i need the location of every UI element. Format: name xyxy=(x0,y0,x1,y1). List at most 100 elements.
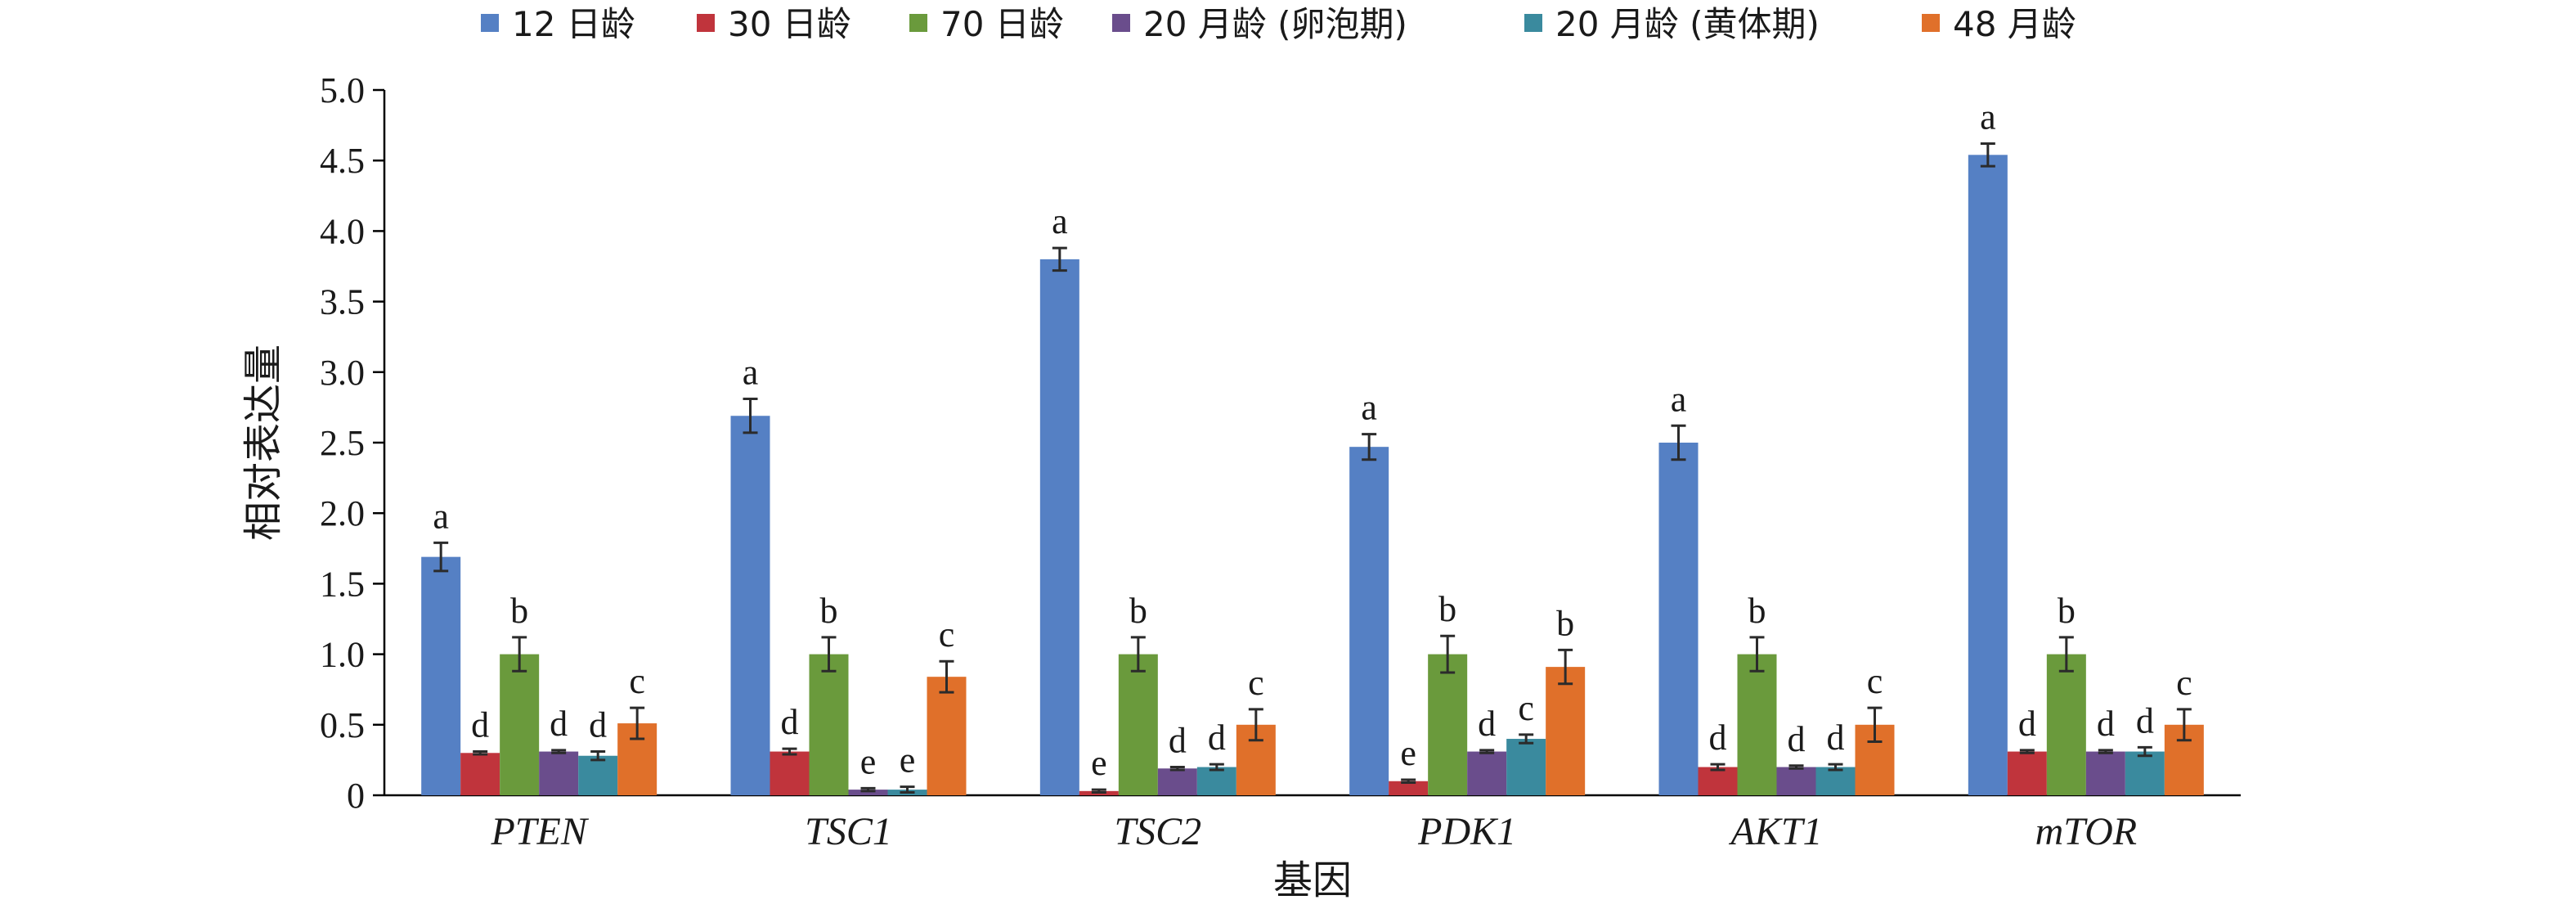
significance-label: e xyxy=(860,741,877,781)
significance-label: c xyxy=(1867,661,1883,701)
y-tick-label: 0.5 xyxy=(320,705,365,745)
y-tick-label: 0 xyxy=(347,776,365,816)
legend-swatch xyxy=(1524,14,1542,32)
significance-label: d xyxy=(589,705,607,745)
y-tick-label: 1.5 xyxy=(320,564,365,604)
bar xyxy=(500,654,540,795)
significance-label: b xyxy=(1129,591,1147,631)
significance-label: b xyxy=(510,591,528,631)
bar xyxy=(730,416,770,795)
bar xyxy=(1698,767,1738,795)
significance-label: a xyxy=(1980,97,1996,137)
bar xyxy=(770,751,810,795)
y-axis: 0 0.5 1.0 1.5 2.0 2.5 3.0 3.5 4.0 4.5 5.0 xyxy=(320,70,386,816)
y-tick-label: 4.5 xyxy=(320,141,365,181)
bar xyxy=(927,677,967,795)
x-tick-label: PDK1 xyxy=(1417,810,1516,853)
significance-label: b xyxy=(1438,589,1456,629)
y-tick-label: 3.0 xyxy=(320,353,365,393)
legend-swatch xyxy=(1112,14,1130,32)
bar xyxy=(1039,259,1079,795)
significance-label: d xyxy=(550,704,568,744)
bar xyxy=(1737,654,1777,795)
significance-label: d xyxy=(2018,704,2036,744)
significance-label: d xyxy=(781,702,799,742)
y-tick-label: 2.0 xyxy=(320,493,365,533)
legend: 12 日龄 30 日龄 70 日龄 20 月龄 (卵泡期) 20 月龄 (黄体期) 48 … xyxy=(481,4,2076,44)
legend-swatch xyxy=(697,14,715,32)
x-axis: PTEN TSC1 TSC2 PDK1 AKT1 mTOR xyxy=(384,794,2241,853)
significance-label: d xyxy=(1169,721,1187,761)
significance-label: c xyxy=(939,614,955,655)
bar xyxy=(1506,739,1546,795)
bar xyxy=(2125,751,2165,795)
bar xyxy=(539,751,579,795)
significance-label: b xyxy=(820,591,838,631)
y-tick-label: 5.0 xyxy=(320,70,365,110)
bar xyxy=(809,654,849,795)
significance-label: e xyxy=(1091,743,1107,783)
bar xyxy=(2007,751,2047,795)
bar xyxy=(1428,654,1468,795)
x-axis-title: 基因 xyxy=(1273,857,1352,900)
bar xyxy=(1776,767,1816,795)
bar xyxy=(848,790,888,795)
legend-label: 30 日龄 xyxy=(728,4,851,44)
bar xyxy=(1349,447,1389,795)
significance-label: a xyxy=(1052,201,1068,241)
significance-label: d xyxy=(1478,704,1496,744)
legend-swatch xyxy=(481,14,499,32)
significance-label: b xyxy=(1748,591,1766,631)
significance-label: e xyxy=(1400,733,1416,773)
bar xyxy=(460,753,500,795)
significance-label: a xyxy=(1671,379,1687,419)
legend-swatch xyxy=(1922,14,1940,32)
legend-label: 48 月龄 xyxy=(1953,4,2076,44)
legend-label: 12 日龄 xyxy=(512,4,635,44)
significance-label: c xyxy=(629,661,645,701)
bar xyxy=(578,755,618,795)
y-tick-label: 2.5 xyxy=(320,423,365,463)
significance-label: a xyxy=(433,496,449,536)
bar xyxy=(421,556,461,795)
bar xyxy=(1815,767,1856,795)
y-tick-label: 1.0 xyxy=(320,635,365,675)
bar xyxy=(1546,667,1586,795)
significance-label: d xyxy=(1827,718,1845,758)
y-tick-label: 4.0 xyxy=(320,211,365,251)
significance-label: d xyxy=(1208,718,1226,758)
bar xyxy=(1658,443,1699,795)
legend-swatch xyxy=(909,14,927,32)
significance-label: d xyxy=(1709,718,1727,758)
bar xyxy=(2046,654,2086,795)
y-tick-label: 3.5 xyxy=(320,282,365,322)
x-tick-label: TSC1 xyxy=(805,810,892,853)
legend-label: 20 月龄 (黄体期) xyxy=(1555,4,1820,44)
significance-label: c xyxy=(1518,688,1534,728)
significance-label: c xyxy=(2176,663,2192,703)
significance-label: b xyxy=(1556,603,1574,643)
significance-label: a xyxy=(743,353,759,393)
bar xyxy=(1157,768,1197,795)
bar xyxy=(1118,654,1158,795)
y-axis-title: 相对表达量 xyxy=(240,344,286,541)
x-tick-label: mTOR xyxy=(2035,810,2137,853)
significance-label: c xyxy=(1248,663,1264,703)
bar xyxy=(1196,767,1236,795)
x-tick-label: TSC2 xyxy=(1114,810,1201,853)
x-tick-label: AKT1 xyxy=(1728,810,1822,853)
bar xyxy=(1389,781,1429,795)
x-tick-label: PTEN xyxy=(490,810,589,853)
significance-label: b xyxy=(2058,591,2076,631)
significance-label: d xyxy=(2097,704,2115,744)
significance-label: d xyxy=(471,705,489,745)
legend-label: 70 日龄 xyxy=(940,4,1064,44)
significance-label: d xyxy=(1788,719,1806,759)
bar xyxy=(1968,155,2008,795)
significance-label: a xyxy=(1361,388,1377,428)
legend-label: 20 月龄 (卵泡期) xyxy=(1143,4,1407,44)
bar xyxy=(2085,751,2125,795)
bar xyxy=(1467,751,1507,795)
